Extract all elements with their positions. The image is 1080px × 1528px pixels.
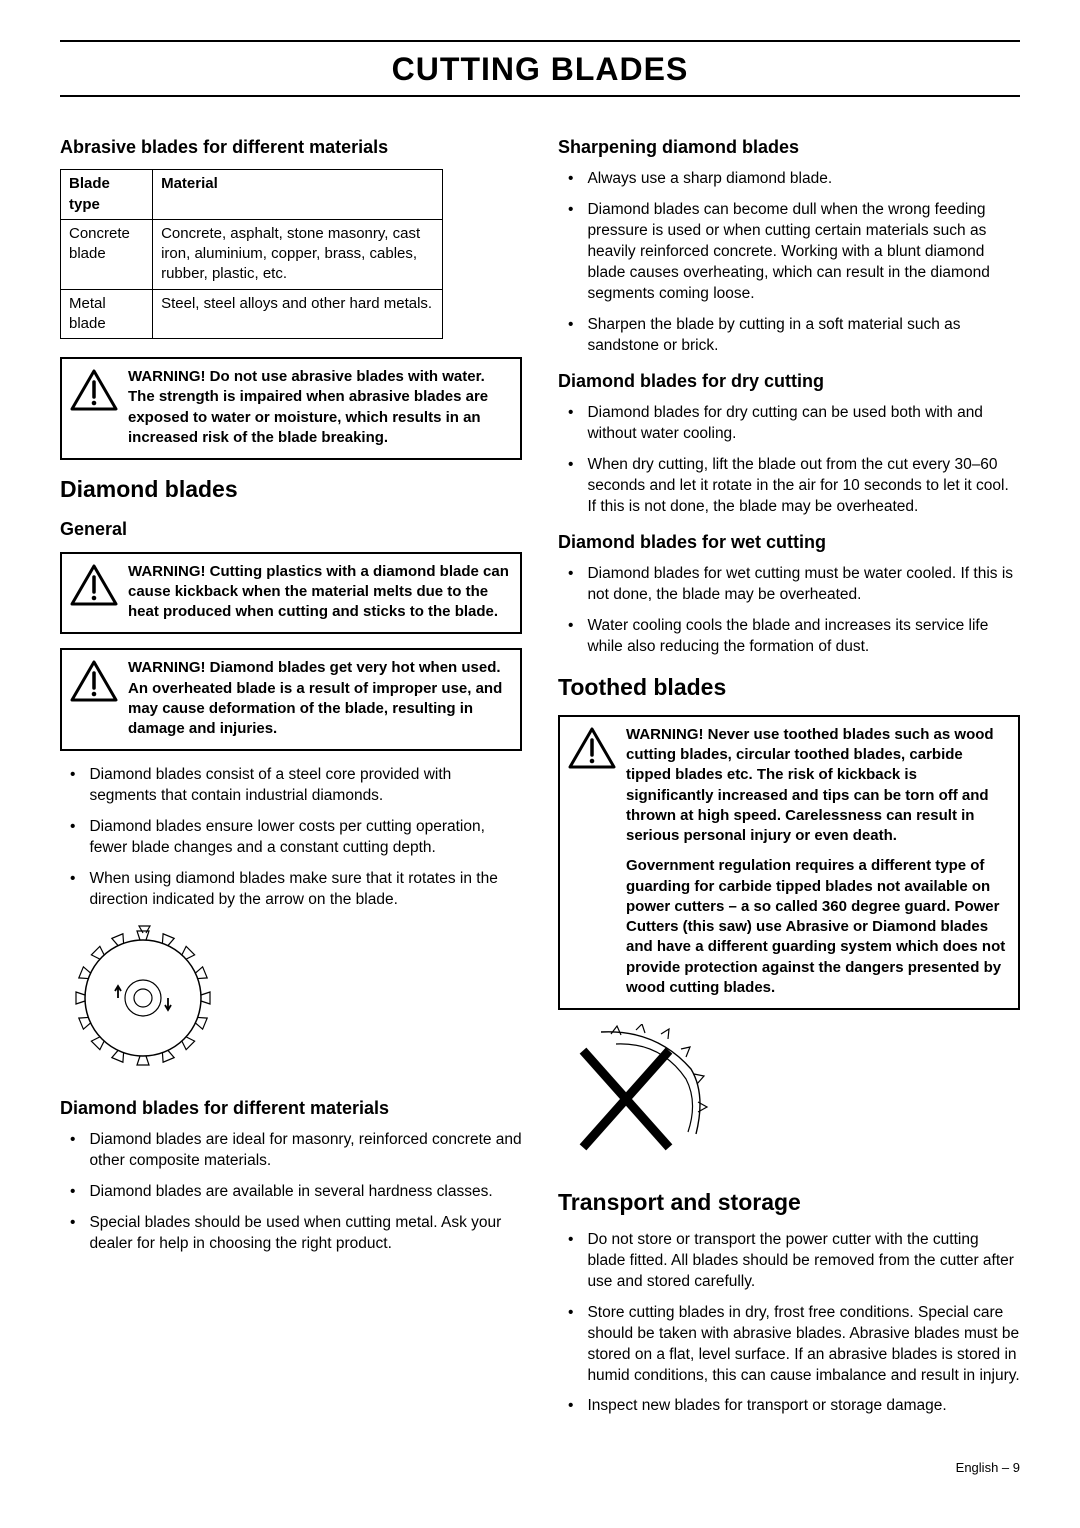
warning-text: WARNING! Cutting plastics with a diamond…	[128, 562, 510, 623]
list-item-text: When dry cutting, lift the blade out fro…	[587, 455, 1020, 518]
list-item: Diamond blades consist of a steel core p…	[60, 765, 522, 807]
list-item: Diamond blades can become dull when the …	[558, 200, 1020, 305]
cell-blade-type: Metal blade	[61, 289, 153, 339]
warning-text: WARNING! Never use toothed blades such a…	[626, 725, 1008, 998]
warning-toothed-blades: WARNING! Never use toothed blades such a…	[558, 715, 1020, 1010]
list-item-text: When using diamond blades make sure that…	[89, 869, 522, 911]
diagram-no-toothed-blade	[566, 1024, 1020, 1171]
list-item-text: Diamond blades are available in several …	[89, 1182, 492, 1203]
warning-abrasive-water: WARNING! Do not use abrasive blades with…	[60, 357, 522, 460]
list-item: Inspect new blades for transport or stor…	[558, 1396, 1020, 1417]
list-item: Diamond blades for wet cutting must be w…	[558, 564, 1020, 606]
list-item-text: Do not store or transport the power cutt…	[587, 1230, 1020, 1293]
cell-material: Concrete, asphalt, stone masonry, cast i…	[153, 219, 443, 289]
heading-toothed-blades: Toothed blades	[558, 672, 1020, 703]
warning-triangle-icon	[70, 562, 118, 613]
list-item: Diamond blades are available in several …	[60, 1182, 522, 1203]
heading-general: General	[60, 517, 522, 541]
heading-abrasive-materials: Abrasive blades for different materials	[60, 135, 522, 159]
list-item: Always use a sharp diamond blade.	[558, 169, 1020, 190]
table-row: Metal blade Steel, steel alloys and othe…	[61, 289, 443, 339]
column-right: Sharpening diamond blades Always use a s…	[558, 125, 1020, 1429]
rule-top	[60, 40, 1020, 42]
list-item: Water cooling cools the blade and increa…	[558, 616, 1020, 658]
list-item-text: Water cooling cools the blade and increa…	[587, 616, 1020, 658]
diagram-blade-rotation	[68, 923, 522, 1080]
list-wet-cutting: Diamond blades for wet cutting must be w…	[558, 564, 1020, 658]
footer-page-number: 9	[1013, 1460, 1020, 1475]
list-item-text: Diamond blades for dry cutting can be us…	[587, 403, 1020, 445]
heading-wet-cutting: Diamond blades for wet cutting	[558, 530, 1020, 554]
heading-diamond-materials: Diamond blades for different materials	[60, 1096, 522, 1120]
table-abrasive-blades: Blade type Material Concrete blade Concr…	[60, 169, 443, 339]
column-left: Abrasive blades for different materials …	[60, 125, 522, 1429]
list-item: Diamond blades ensure lower costs per cu…	[60, 817, 522, 859]
list-sharpening: Always use a sharp diamond blade. Diamon…	[558, 169, 1020, 356]
cell-blade-type: Concrete blade	[61, 219, 153, 289]
heading-diamond-blades: Diamond blades	[60, 474, 522, 505]
list-item: Do not store or transport the power cutt…	[558, 1230, 1020, 1293]
heading-dry-cutting: Diamond blades for dry cutting	[558, 369, 1020, 393]
list-item: Diamond blades for dry cutting can be us…	[558, 403, 1020, 445]
list-item-text: Diamond blades for wet cutting must be w…	[587, 564, 1020, 606]
list-item-text: Diamond blades can become dull when the …	[587, 200, 1020, 305]
footer-language: English	[956, 1460, 999, 1475]
list-item: When dry cutting, lift the blade out fro…	[558, 455, 1020, 518]
page-title: CUTTING BLADES	[60, 48, 1020, 91]
list-item-text: Diamond blades ensure lower costs per cu…	[89, 817, 522, 859]
list-item-text: Diamond blades consist of a steel core p…	[89, 765, 522, 807]
warning-paragraph: Government regulation requires a differe…	[626, 856, 1008, 998]
list-item-text: Inspect new blades for transport or stor…	[587, 1396, 946, 1417]
list-item: Sharpen the blade by cutting in a soft m…	[558, 315, 1020, 357]
list-item: Store cutting blades in dry, frost free …	[558, 1303, 1020, 1387]
table-row: Concrete blade Concrete, asphalt, stone …	[61, 219, 443, 289]
list-item: Special blades should be used when cutti…	[60, 1213, 522, 1255]
list-item-text: Special blades should be used when cutti…	[89, 1213, 522, 1255]
warning-triangle-icon	[70, 367, 118, 418]
table-row: Blade type Material	[61, 170, 443, 220]
warning-diamond-hot: WARNING! Diamond blades get very hot whe…	[60, 648, 522, 751]
list-item-text: Diamond blades are ideal for masonry, re…	[89, 1130, 522, 1172]
table-header-material: Material	[153, 170, 443, 220]
list-item: When using diamond blades make sure that…	[60, 869, 522, 911]
warning-paragraph: WARNING! Never use toothed blades such a…	[626, 725, 1008, 847]
rule-bottom	[60, 95, 1020, 97]
list-transport-storage: Do not store or transport the power cutt…	[558, 1230, 1020, 1417]
heading-sharpening: Sharpening diamond blades	[558, 135, 1020, 159]
list-item-text: Always use a sharp diamond blade.	[587, 169, 832, 190]
warning-text: WARNING! Diamond blades get very hot whe…	[128, 658, 510, 739]
warning-triangle-icon	[568, 725, 616, 776]
cell-material: Steel, steel alloys and other hard metal…	[153, 289, 443, 339]
page-footer: English – 9	[60, 1459, 1020, 1477]
table-header-blade-type: Blade type	[61, 170, 153, 220]
list-diamond-general: Diamond blades consist of a steel core p…	[60, 765, 522, 911]
warning-diamond-plastic: WARNING! Cutting plastics with a diamond…	[60, 552, 522, 635]
list-diamond-materials: Diamond blades are ideal for masonry, re…	[60, 1130, 522, 1255]
list-dry-cutting: Diamond blades for dry cutting can be us…	[558, 403, 1020, 518]
list-item: Diamond blades are ideal for masonry, re…	[60, 1130, 522, 1172]
warning-triangle-icon	[70, 658, 118, 709]
list-item-text: Store cutting blades in dry, frost free …	[587, 1303, 1020, 1387]
footer-sep: –	[998, 1460, 1012, 1475]
two-column-layout: Abrasive blades for different materials …	[60, 125, 1020, 1429]
list-item-text: Sharpen the blade by cutting in a soft m…	[587, 315, 1020, 357]
heading-transport-storage: Transport and storage	[558, 1187, 1020, 1218]
warning-text: WARNING! Do not use abrasive blades with…	[128, 367, 510, 448]
